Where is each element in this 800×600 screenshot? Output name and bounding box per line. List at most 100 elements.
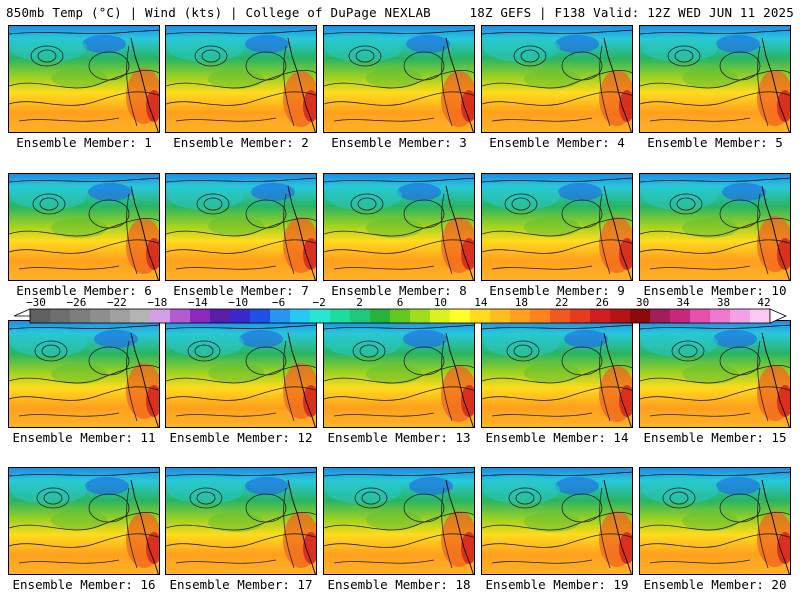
colorbar-swatch (690, 309, 711, 323)
colorbar-swatch (210, 309, 231, 323)
ensemble-member-label: Ensemble Member: 1 (16, 135, 152, 150)
ensemble-member-map (8, 173, 160, 281)
colorbar-swatch (90, 309, 111, 323)
temperature-field (324, 321, 474, 427)
colorbar-swatch (430, 309, 451, 323)
temperature-field (482, 468, 632, 574)
colorbar-swatch (550, 309, 571, 323)
colorbar-tick-label: −22 (106, 296, 127, 309)
ensemble-member-label: Ensemble Member: 2 (173, 135, 309, 150)
colorbar-swatch (270, 309, 291, 323)
colorbar-tick-label: 2 (356, 296, 363, 309)
ensemble-member-map (323, 467, 475, 575)
colorbar-swatch (330, 309, 351, 323)
ensemble-member-label: Ensemble Member: 9 (489, 283, 625, 298)
colorbar-right-arrow (769, 308, 787, 324)
colorbar-tick-label: 14 (474, 296, 488, 309)
colorbar-tick-label: 6 (396, 296, 404, 309)
ensemble-member-map (165, 25, 317, 133)
colorbar-tick-label: −10 (228, 296, 249, 309)
ensemble-member-label: Ensemble Member: 4 (489, 135, 625, 150)
ensemble-member-map (323, 173, 475, 281)
colorbar-swatch (710, 309, 731, 323)
colorbar-swatch (730, 309, 751, 323)
ensemble-member-map (639, 173, 791, 281)
colorbar-swatch (310, 309, 331, 323)
temperature-field (9, 321, 159, 427)
ensemble-member-label: Ensemble Member: 10 (643, 283, 787, 298)
colorbar-tick-label: 34 (676, 296, 690, 309)
colorbar-tick-labels: −30 −26 −22 −18 −14 −10 −6 −2 2 6 10 14 18 22 26 30 34 38… (0, 296, 800, 309)
ensemble-member-map (323, 25, 475, 133)
colorbar-tick-label: 38 (716, 296, 731, 309)
colorbar-tick-label: −30 (26, 296, 46, 309)
ensemble-member-label: Ensemble Member: 17 (169, 577, 313, 592)
ensemble-member-label: Ensemble Member: 3 (331, 135, 467, 150)
colorbar-swatch (390, 309, 411, 323)
temperature-colorbar (13, 308, 787, 324)
colorbar-tick-label: 30 (636, 296, 650, 309)
ensemble-member-label: Ensemble Member: 11 (12, 430, 156, 445)
ensemble-member-map (639, 467, 791, 575)
ensemble-member-map (8, 467, 160, 575)
colorbar-swatch (450, 309, 471, 323)
colorbar-tick-label: 22 (555, 296, 569, 309)
temperature-field (166, 468, 316, 574)
colorbar-swatch (70, 309, 91, 323)
colorbar-swatch (470, 309, 491, 323)
colorbar-swatch (190, 309, 211, 323)
ensemble-member-map (165, 173, 317, 281)
temperature-field (9, 26, 159, 132)
ensemble-member-label: Ensemble Member: 7 (173, 283, 309, 298)
colorbar-swatch (130, 309, 151, 323)
colorbar-swatch (530, 309, 551, 323)
ensemble-member-map (8, 320, 160, 428)
colorbar-tick-label: 26 (595, 296, 609, 309)
temperature-field (166, 26, 316, 132)
colorbar-tick-label: −26 (66, 296, 87, 309)
temperature-field (482, 26, 632, 132)
temperature-field (166, 174, 316, 280)
ensemble-member-map (481, 467, 633, 575)
colorbar-tick-label: 42 (757, 296, 771, 309)
colorbar-swatch (510, 309, 531, 323)
ensemble-member-map (639, 320, 791, 428)
ensemble-member-label: Ensemble Member: 8 (331, 283, 467, 298)
temperature-field (482, 321, 632, 427)
ensemble-member-label: Ensemble Member: 20 (643, 577, 787, 592)
colorbar-swatch (610, 309, 631, 323)
ensemble-member-label: Ensemble Member: 5 (647, 135, 783, 150)
temperature-field (640, 321, 790, 427)
temperature-field (324, 26, 474, 132)
ensemble-member-map (481, 25, 633, 133)
colorbar-swatch (290, 309, 311, 323)
colorbar-swatch (750, 309, 771, 323)
temperature-field (640, 26, 790, 132)
ensemble-member-label: Ensemble Member: 14 (485, 430, 629, 445)
ensemble-member-map (8, 25, 160, 133)
ensemble-member-label: Ensemble Member: 15 (643, 430, 787, 445)
ensemble-member-label: Ensemble Member: 19 (485, 577, 629, 592)
ensemble-member-map (165, 320, 317, 428)
colorbar-swatch (570, 309, 591, 323)
ensemble-member-label: Ensemble Member: 13 (327, 430, 471, 445)
colorbar-swatch (250, 309, 271, 323)
colorbar-swatch (170, 309, 191, 323)
temperature-field (9, 174, 159, 280)
colorbar-tick-label: −18 (147, 296, 168, 309)
temperature-field (482, 174, 632, 280)
colorbar-tick-label: −2 (312, 296, 326, 309)
colorbar-swatch (110, 309, 131, 323)
colorbar-swatch (30, 309, 51, 323)
colorbar-swatch (50, 309, 71, 323)
colorbar-swatch (410, 309, 431, 323)
ensemble-member-map (481, 320, 633, 428)
colorbar-tick-label: 10 (433, 296, 448, 309)
colorbar-left-arrow (13, 308, 31, 317)
valid-time-label: 18Z GEFS | F138 Valid: 12Z WED JUN 11 20… (469, 5, 794, 20)
ensemble-member-map (481, 173, 633, 281)
ensemble-member-label: Ensemble Member: 18 (327, 577, 471, 592)
colorbar-tick-label: −6 (272, 296, 286, 309)
temperature-field (324, 174, 474, 280)
temperature-field (640, 174, 790, 280)
